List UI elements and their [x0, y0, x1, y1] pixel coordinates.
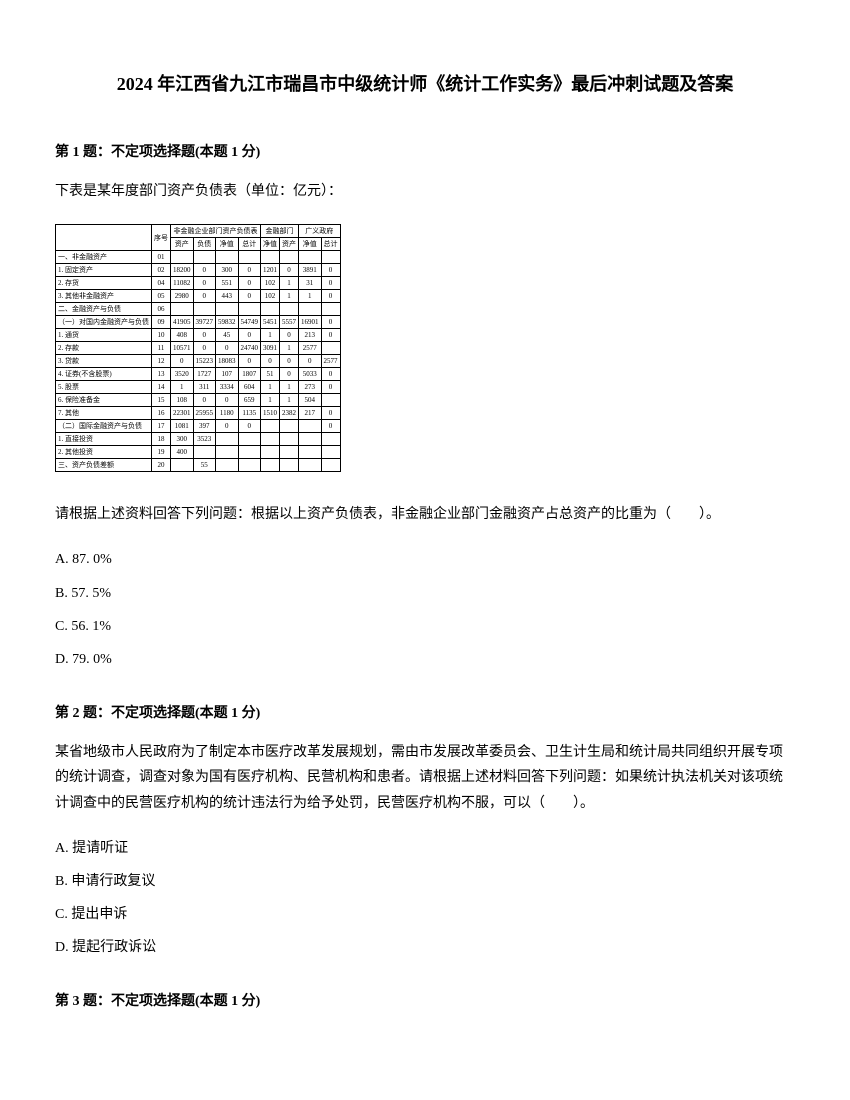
table-row: 2. 存款11105710024740309112577 — [56, 342, 341, 355]
q1-option-d: D. 79. 0% — [55, 647, 795, 672]
table-row: 1. 通货104080450102130 — [56, 329, 341, 342]
table-row: 7. 其他16223012595511801135151023822170 — [56, 407, 341, 420]
q2-option-d: D. 提起行政诉讼 — [55, 935, 795, 960]
page-title: 2024 年江西省九江市瑞昌市中级统计师《统计工作实务》最后冲刺试题及答案 — [55, 70, 795, 96]
q1-intro: 下表是某年度部门资产负债表（单位：亿元）： — [55, 179, 795, 204]
table-row: （二）国际金融资产与负债171081397000 — [56, 420, 341, 433]
q1-option-c: C. 56. 1% — [55, 614, 795, 639]
table-row: 1. 固定资产0218200030001201038910 — [56, 264, 341, 277]
table-row: 3. 贷款120152231808300002577 — [56, 355, 341, 368]
q2-option-b: B. 申请行政复议 — [55, 869, 795, 894]
q1-question: 请根据上述资料回答下列问题：根据以上资产负债表，非金融企业部门金融资产占总资产的… — [55, 502, 795, 527]
table-row: 3. 其他非金融资产05298004430102110 — [56, 290, 341, 303]
table-row: 4. 证券(不含股票)1335201727107180751050330 — [56, 368, 341, 381]
table-row: 6. 保险准备金151080065911504 — [56, 394, 341, 407]
q1-option-a: A. 87. 0% — [55, 547, 795, 572]
q1-header: 第 1 题：不定项选择题(本题 1 分) — [55, 141, 795, 161]
table-row: 2. 存货0411082055101021310 — [56, 277, 341, 290]
balance-sheet-table: 序号 非金融企业部门资产负债表 金融部门 广义政府 资产 负债 净值 总计 净值… — [55, 224, 795, 472]
q1-option-b: B. 57. 5% — [55, 581, 795, 606]
table-row: 二、金融资产与负债06 — [56, 303, 341, 316]
q3-header: 第 3 题：不定项选择题(本题 1 分) — [55, 990, 795, 1010]
table-row: 2. 其他投资19400 — [56, 446, 341, 459]
table-row: 1. 直接投资183003523 — [56, 433, 341, 446]
table-row: （一）对国内金融资产与负债094190539727598325474954515… — [56, 316, 341, 329]
q2-option-c: C. 提出申诉 — [55, 902, 795, 927]
q2-option-a: A. 提请听证 — [55, 836, 795, 861]
table-row: 5. 股票1413113334604112730 — [56, 381, 341, 394]
q2-header: 第 2 题：不定项选择题(本题 1 分) — [55, 702, 795, 722]
table-row: 三、资产负债差额2055 — [56, 459, 341, 472]
table-row: 一、非金融资产01 — [56, 251, 341, 264]
q2-question: 某省地级市人民政府为了制定本市医疗改革发展规划，需由市发展改革委员会、卫生计生局… — [55, 740, 795, 816]
